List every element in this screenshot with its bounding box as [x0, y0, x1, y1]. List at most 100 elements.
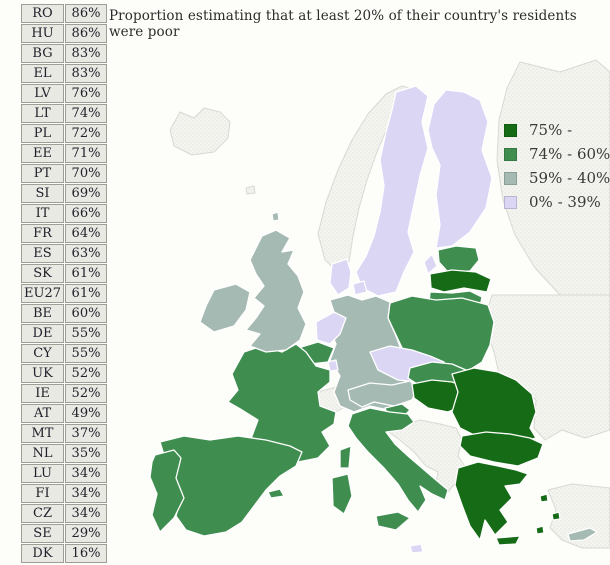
legend-color-swatch [504, 195, 517, 209]
country-value-cell: 71% [65, 144, 107, 163]
country-value-cell: 64% [65, 224, 107, 243]
table-row: HU 86% [21, 24, 107, 43]
table-row: MT 37% [21, 424, 107, 443]
table-row: SI 69% [21, 184, 107, 203]
table-row: FR 64% [21, 224, 107, 243]
map-region-uk [245, 211, 307, 353]
legend-item: 59% - 40% [504, 169, 610, 187]
legend-item: 75% - [504, 121, 610, 139]
table-row: IT 66% [21, 204, 107, 223]
legend-label: 0% - 39% [529, 193, 601, 211]
map-region-es [159, 435, 303, 537]
map-region-at [347, 380, 418, 408]
country-value-cell: 55% [65, 324, 107, 343]
table-row: IE 52% [21, 384, 107, 403]
country-code-cell: LU [21, 464, 64, 483]
country-value-cell: 86% [65, 4, 107, 23]
table-row: PT 70% [21, 164, 107, 183]
country-value-cell: 52% [65, 384, 107, 403]
country-code-cell: DK [21, 544, 64, 563]
country-value-cell: 16% [65, 544, 107, 563]
country-value-cell: 86% [65, 24, 107, 43]
map-region-de [327, 294, 407, 413]
country-value-cell: 49% [65, 404, 107, 423]
country-code-cell: IE [21, 384, 64, 403]
table-row: RO 86% [21, 4, 107, 23]
map-region-ie [199, 283, 251, 333]
legend-color-swatch [504, 147, 517, 161]
table-row: UK 52% [21, 364, 107, 383]
table-row: ES 63% [21, 244, 107, 263]
country-value-cell: 52% [65, 364, 107, 383]
map-region-se [355, 85, 438, 297]
country-code-cell: BE [21, 304, 64, 323]
country-value-cell: 70% [65, 164, 107, 183]
country-value-cell: 60% [65, 304, 107, 323]
country-code-cell: FI [21, 484, 64, 503]
country-code-cell: EL [21, 64, 64, 83]
country-value-cell: 63% [65, 244, 107, 263]
country-code-cell: EE [21, 144, 64, 163]
country-code-cell: PT [21, 164, 64, 183]
country-code-cell: CZ [21, 504, 64, 523]
country-values-table-body: RO 86% HU 86% BG 83% EL 83% [21, 4, 107, 563]
country-value-cell: 83% [65, 44, 107, 63]
table-row: CZ 34% [21, 504, 107, 523]
country-code-cell: ES [21, 244, 64, 263]
country-code-cell: SI [21, 184, 64, 203]
legend-item: 74% - 60% [504, 145, 610, 163]
table-row: DK 16% [21, 544, 107, 563]
map-region-pt [149, 449, 185, 533]
country-value-cell: 34% [65, 504, 107, 523]
country-value-cell: 35% [65, 444, 107, 463]
map-region-noneu-iceland [169, 107, 231, 156]
table-row: LT 74% [21, 104, 107, 123]
country-code-cell: RO [21, 4, 64, 23]
table-row: FI 34% [21, 484, 107, 503]
map-region-nl [315, 311, 347, 345]
table-row: NL 35% [21, 444, 107, 463]
country-code-cell: MT [21, 424, 64, 443]
country-value-cell: 74% [65, 104, 107, 123]
table-row: LU 34% [21, 464, 107, 483]
country-code-cell: EU27 [21, 284, 64, 303]
country-code-cell: NL [21, 444, 64, 463]
chart-title: Proportion estimating that at least 20% … [109, 8, 577, 40]
country-code-cell: IT [21, 204, 64, 223]
country-code-cell: SE [21, 524, 64, 543]
country-code-cell: FR [21, 224, 64, 243]
table-row: DE 55% [21, 324, 107, 343]
legend-color-swatch [504, 171, 517, 185]
country-value-cell: 29% [65, 524, 107, 543]
table-row: BG 83% [21, 44, 107, 63]
country-code-cell: PL [21, 124, 64, 143]
map-region-bg [459, 431, 544, 467]
map-region-fr [227, 343, 352, 469]
map-region-noneu-faroe [245, 185, 256, 195]
country-code-cell: LV [21, 84, 64, 103]
table-row: SE 29% [21, 524, 107, 543]
country-code-cell: HU [21, 24, 64, 43]
legend-color-swatch [504, 123, 517, 137]
country-values-table: RO 86% HU 86% BG 83% EL 83% [20, 3, 108, 564]
country-code-cell: SK [21, 264, 64, 283]
map-region-mt [409, 543, 424, 554]
country-code-cell: UK [21, 364, 64, 383]
map-region-dk [329, 258, 368, 296]
legend-label: 74% - 60% [529, 145, 610, 163]
country-code-cell: DE [21, 324, 64, 343]
table-row: PL 72% [21, 124, 107, 143]
table-row: SK 61% [21, 264, 107, 283]
country-value-cell: 37% [65, 424, 107, 443]
map-region-it [331, 407, 449, 531]
country-value-cell: 61% [65, 284, 107, 303]
country-value-cell: 72% [65, 124, 107, 143]
country-value-cell: 76% [65, 84, 107, 103]
map-region-el [454, 461, 561, 546]
legend-label: 75% - [529, 121, 573, 139]
map-region-fi [427, 89, 493, 249]
legend-label: 59% - 40% [529, 169, 610, 187]
table-row: EE 71% [21, 144, 107, 163]
